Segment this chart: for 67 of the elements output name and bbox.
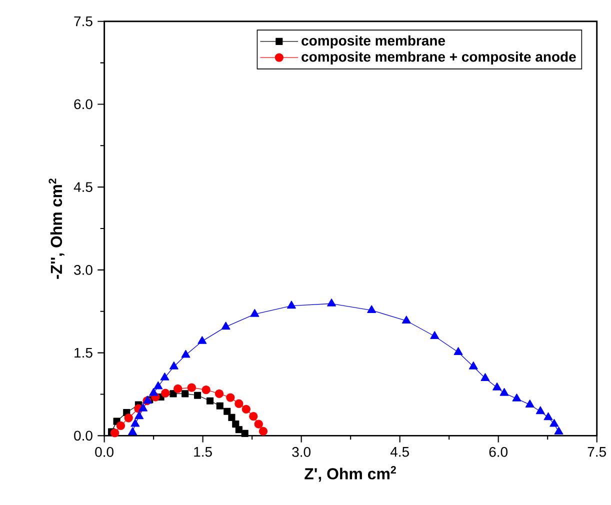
y-tick-label: 4.5 <box>74 182 92 192</box>
point <box>174 384 182 394</box>
point <box>154 381 163 390</box>
point <box>161 388 170 398</box>
y-tick-label: 0.0 <box>74 430 92 441</box>
point <box>402 316 411 324</box>
point <box>430 331 440 339</box>
point <box>500 388 509 396</box>
y-tick-label: 6.0 <box>74 99 92 110</box>
x-tick-label: 6.0 <box>489 447 508 457</box>
point <box>468 361 478 370</box>
point <box>550 418 559 427</box>
point <box>254 420 263 428</box>
x-tick-label: 3.0 <box>292 447 310 457</box>
point <box>149 388 158 396</box>
point <box>250 308 260 317</box>
point <box>181 350 190 358</box>
point <box>367 305 376 313</box>
point <box>554 426 564 435</box>
point <box>249 412 258 421</box>
point <box>198 336 207 344</box>
point <box>454 347 463 355</box>
legend-label: composite membrane + composite anode <box>302 51 576 64</box>
point <box>286 300 296 309</box>
point <box>124 414 133 422</box>
point <box>169 361 178 370</box>
point <box>216 402 224 410</box>
point <box>206 397 214 404</box>
point <box>492 382 502 390</box>
point <box>241 430 248 437</box>
point <box>242 404 250 414</box>
point <box>194 392 202 399</box>
x-tick-label: 1.5 <box>194 447 212 457</box>
legend-label: composite membrane <box>302 35 446 48</box>
point <box>138 403 148 412</box>
point <box>202 385 210 394</box>
x-tick-label: 4.5 <box>390 447 409 457</box>
x-tick-label: 7.5 <box>588 447 606 457</box>
y-axis-title: -Z'', Ohm cm$^{2}$ <box>48 178 64 279</box>
point <box>327 298 336 306</box>
point <box>221 322 230 330</box>
point <box>160 372 170 380</box>
point <box>544 412 553 420</box>
y-tick-label: 7.5 <box>74 16 92 26</box>
x-tick-label: 0.0 <box>95 447 114 457</box>
point <box>116 421 126 430</box>
point <box>134 411 144 420</box>
point <box>224 408 231 415</box>
point <box>226 393 235 402</box>
x-axis-title: Z', Ohm cm$^{2}$ <box>304 466 396 482</box>
point <box>228 414 236 421</box>
point <box>130 418 140 427</box>
point <box>480 373 490 381</box>
point <box>170 390 177 398</box>
point <box>128 427 138 436</box>
point <box>187 383 196 392</box>
point <box>536 406 545 414</box>
point <box>258 426 268 436</box>
point <box>110 428 120 438</box>
point <box>525 400 534 408</box>
y-tick-label: 3.0 <box>74 264 92 275</box>
y-tick-label: 1.5 <box>74 348 92 358</box>
point <box>235 426 242 434</box>
point <box>234 399 244 408</box>
point <box>512 394 522 402</box>
point <box>214 389 224 398</box>
point <box>182 390 189 398</box>
